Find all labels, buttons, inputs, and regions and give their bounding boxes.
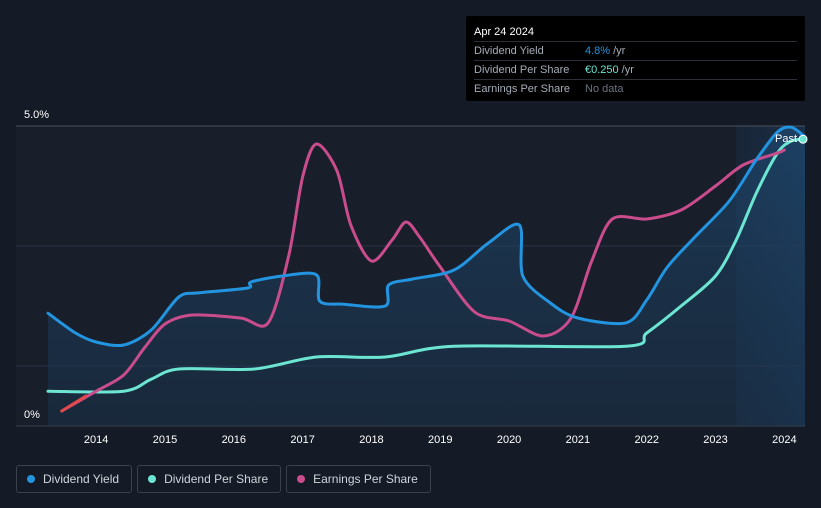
x-tick-label: 2015 [153, 434, 177, 446]
x-tick-label: 2023 [703, 434, 727, 446]
x-tick-label: 2024 [772, 434, 796, 446]
x-tick-label: 2021 [566, 434, 590, 446]
x-tick-label: 2022 [634, 434, 658, 446]
past-label: Past [775, 133, 797, 145]
tooltip-date: Apr 24 2024 [474, 26, 534, 38]
dividend-yield-area [48, 126, 805, 426]
legend-label: Earnings Per Share [313, 472, 418, 486]
tooltip-row-earnings-per-share: Earnings Per Share No data [474, 79, 797, 98]
dividend-yield-line [46, 125, 807, 348]
y-axis-label: 5.0% [24, 109, 49, 121]
tooltip: Apr 24 2024 Dividend Yield 4.8% /yr Divi… [466, 16, 805, 101]
legend-label: Dividend Per Share [164, 472, 269, 486]
x-tick-label: 2019 [428, 434, 452, 446]
tooltip-unit: /yr [613, 45, 626, 57]
eps-negative-segment [60, 394, 88, 413]
tooltip-unit: /yr [621, 64, 634, 76]
tooltip-value: €0.250 [585, 64, 619, 76]
legend: Dividend Yield Dividend Per Share Earnin… [16, 465, 431, 493]
legend-item-dividend-per-share[interactable]: Dividend Per Share [137, 465, 282, 493]
x-tick-label: 2016 [222, 434, 246, 446]
tooltip-row-dividend-per-share: Dividend Per Share €0.250 /yr [474, 60, 797, 79]
tooltip-row-dividend-yield: Dividend Yield 4.8% /yr [474, 41, 797, 60]
y-axis-label: 0% [24, 409, 40, 421]
tooltip-label: Earnings Per Share [474, 83, 570, 95]
x-tick-label: 2017 [290, 434, 314, 446]
legend-dot-icon [27, 475, 35, 483]
tooltip-label: Dividend Yield [474, 45, 544, 57]
legend-label: Dividend Yield [43, 472, 120, 486]
dividend-per-share-line [46, 137, 807, 394]
legend-item-earnings-per-share[interactable]: Earnings Per Share [286, 465, 431, 493]
tooltip-label: Dividend Per Share [474, 64, 570, 76]
current-value-marker [798, 134, 808, 144]
legend-item-dividend-yield[interactable]: Dividend Yield [16, 465, 133, 493]
tooltip-value: No data [585, 83, 624, 95]
x-tick-label: 2018 [359, 434, 383, 446]
tooltip-value: 4.8% [585, 45, 611, 57]
earnings-per-share-line [60, 142, 786, 413]
x-tick-label: 2020 [497, 434, 521, 446]
x-tick-label: 2014 [84, 434, 108, 446]
legend-dot-icon [148, 475, 157, 483]
legend-dot-icon [297, 475, 306, 483]
